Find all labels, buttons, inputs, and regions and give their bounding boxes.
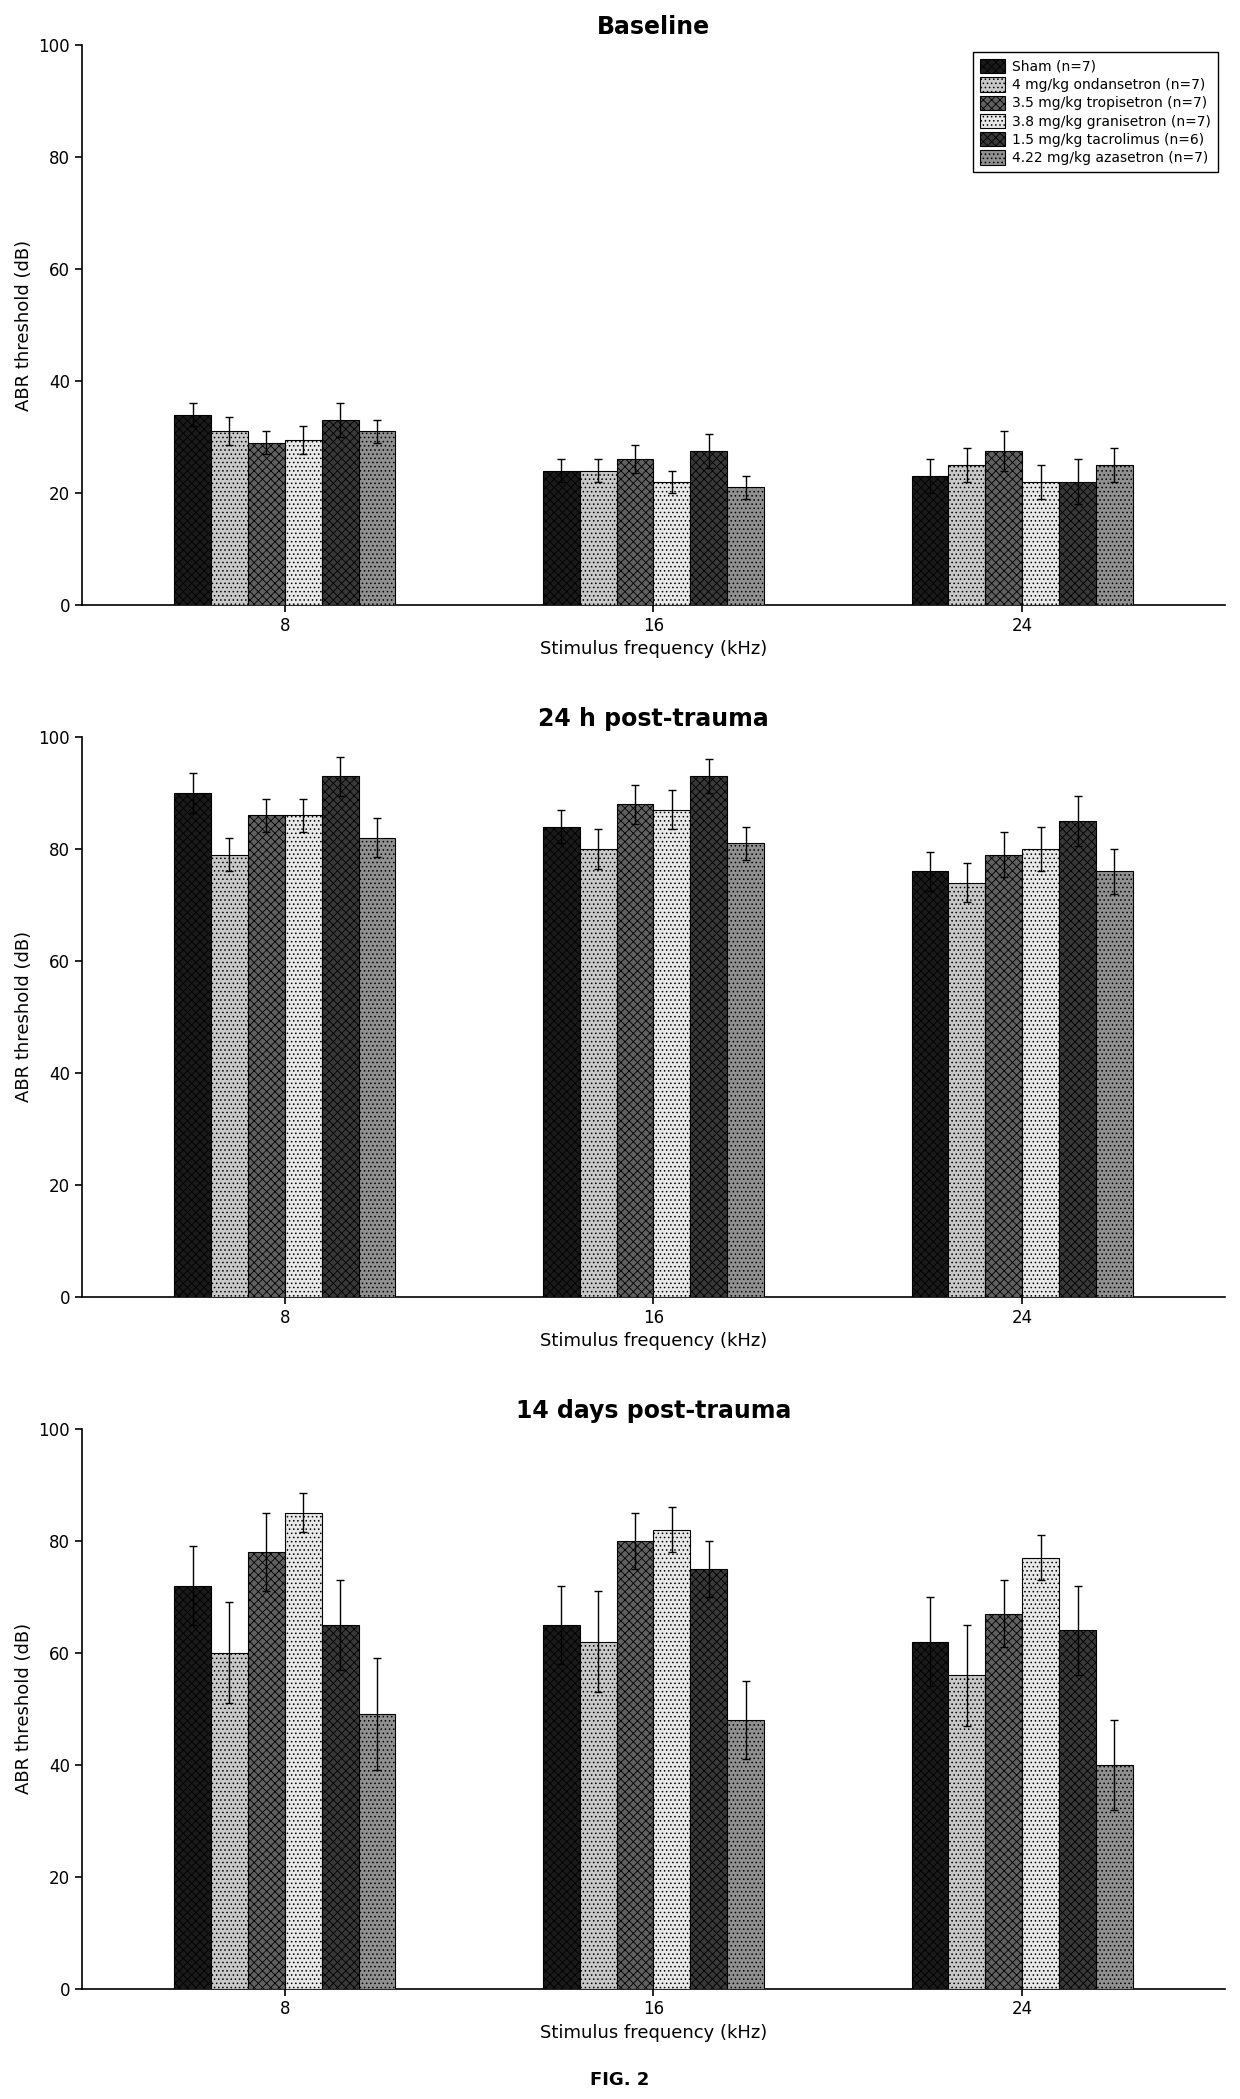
Bar	[1059, 1631, 1096, 1988]
Bar	[543, 470, 580, 605]
Bar	[285, 441, 321, 605]
Bar	[691, 777, 727, 1297]
Title: 14 days post-trauma: 14 days post-trauma	[516, 1398, 791, 1423]
Bar	[321, 420, 358, 605]
Bar	[174, 793, 211, 1297]
Bar	[1059, 483, 1096, 605]
Bar	[248, 1551, 285, 1988]
Bar	[1096, 1765, 1133, 1988]
Bar	[691, 451, 727, 605]
Bar	[949, 1675, 986, 1988]
Bar	[248, 443, 285, 605]
Bar	[616, 460, 653, 605]
Bar	[321, 1625, 358, 1988]
X-axis label: Stimulus frequency (kHz): Stimulus frequency (kHz)	[539, 1333, 768, 1350]
Bar	[911, 476, 949, 605]
Bar	[174, 416, 211, 605]
Bar	[1022, 848, 1059, 1297]
Bar	[653, 483, 691, 605]
Bar	[580, 1641, 616, 1988]
Bar	[358, 838, 396, 1297]
Bar	[616, 1541, 653, 1988]
Bar	[1096, 466, 1133, 605]
Bar	[1022, 1557, 1059, 1988]
Title: Baseline: Baseline	[596, 15, 711, 40]
X-axis label: Stimulus frequency (kHz): Stimulus frequency (kHz)	[539, 2023, 768, 2042]
Bar	[1022, 483, 1059, 605]
Y-axis label: ABR threshold (dB): ABR threshold (dB)	[15, 932, 33, 1102]
Bar	[727, 487, 764, 605]
Y-axis label: ABR threshold (dB): ABR threshold (dB)	[15, 239, 33, 411]
Bar	[174, 1585, 211, 1988]
Bar	[211, 1652, 248, 1988]
Bar	[1059, 821, 1096, 1297]
Bar	[321, 777, 358, 1297]
Bar	[358, 432, 396, 605]
Bar	[616, 804, 653, 1297]
X-axis label: Stimulus frequency (kHz): Stimulus frequency (kHz)	[539, 640, 768, 659]
Bar	[285, 1513, 321, 1988]
Bar	[543, 1625, 580, 1988]
Bar	[580, 470, 616, 605]
Bar	[248, 814, 285, 1297]
Bar	[580, 848, 616, 1297]
Text: FIG. 2: FIG. 2	[590, 2070, 650, 2089]
Bar	[1096, 871, 1133, 1297]
Bar	[727, 1719, 764, 1988]
Bar	[986, 451, 1022, 605]
Bar	[653, 1530, 691, 1988]
Bar	[986, 854, 1022, 1297]
Bar	[543, 827, 580, 1297]
Bar	[285, 814, 321, 1297]
Bar	[358, 1715, 396, 1988]
Bar	[211, 854, 248, 1297]
Bar	[911, 1641, 949, 1988]
Bar	[653, 810, 691, 1297]
Bar	[691, 1568, 727, 1988]
Bar	[727, 844, 764, 1297]
Title: 24 h post-trauma: 24 h post-trauma	[538, 707, 769, 730]
Y-axis label: ABR threshold (dB): ABR threshold (dB)	[15, 1623, 33, 1795]
Bar	[949, 466, 986, 605]
Bar	[911, 871, 949, 1297]
Bar	[211, 432, 248, 605]
Bar	[949, 882, 986, 1297]
Legend: Sham (n=7), 4 mg/kg ondansetron (n=7), 3.5 mg/kg tropisetron (n=7), 3.8 mg/kg gr: Sham (n=7), 4 mg/kg ondansetron (n=7), 3…	[973, 52, 1218, 172]
Bar	[986, 1614, 1022, 1988]
